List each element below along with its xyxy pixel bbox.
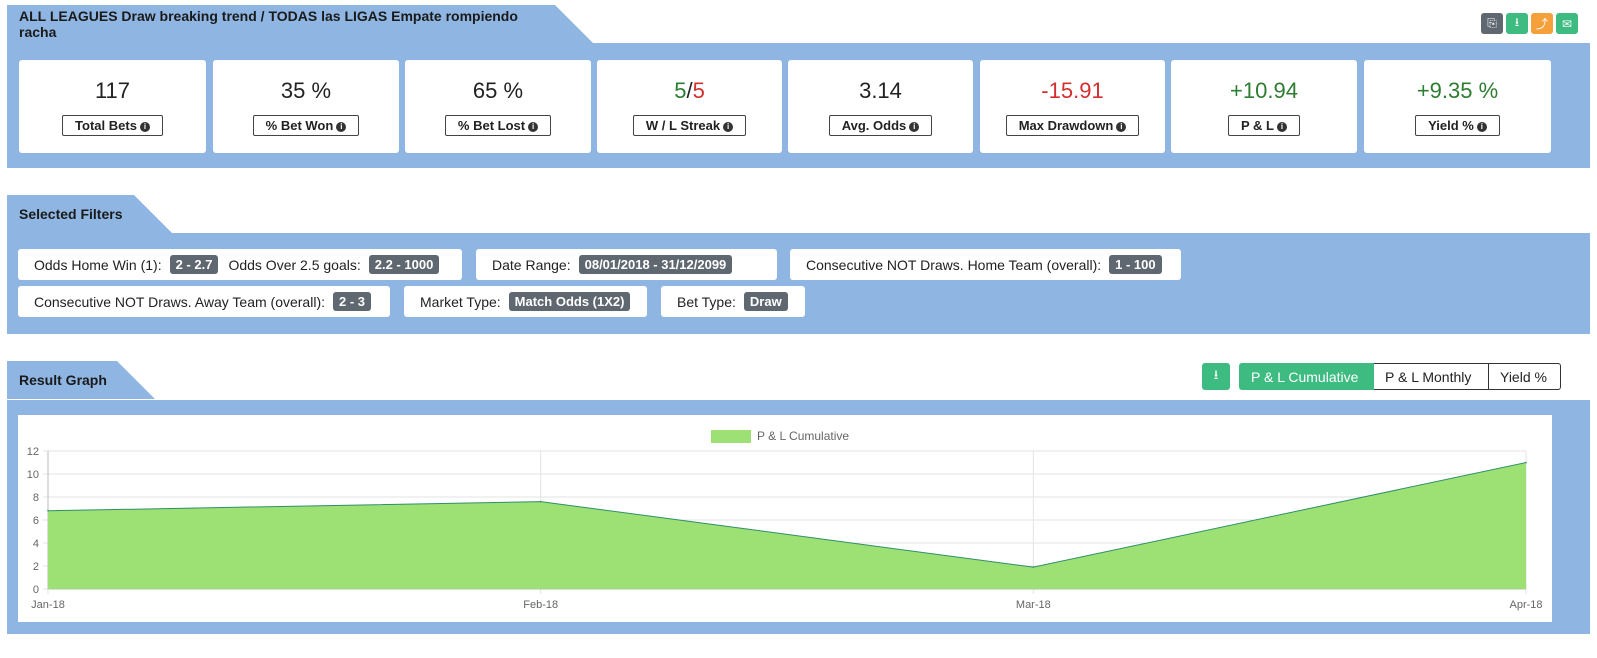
- stat-bet-lost: 65 % % Bet Lost i: [405, 60, 591, 153]
- page-title: ALL LEAGUES Draw breaking trend / TODAS …: [19, 8, 518, 40]
- graph-mode-toggle: P & L Cumulative P & L Monthly Yield %: [1239, 363, 1561, 390]
- stat-value: 65 %: [472, 78, 524, 103]
- filter-label: Consecutive NOT Draws. Away Team (overal…: [34, 293, 325, 310]
- filter-value: 08/01/2018 - 31/12/2099: [578, 255, 733, 274]
- stat-value: 3.14: [859, 78, 902, 103]
- filter-label: Odds Home Win (1):: [34, 256, 162, 273]
- data-point: [1032, 566, 1035, 568]
- copy-icon[interactable]: ⎘: [1481, 13, 1503, 34]
- x-tick-label: Apr-18: [1509, 599, 1542, 611]
- pnl-chart: 0 2 4 6 8 10 12 Jan-18 Feb-18 Mar-18 Apr-18 P & L C…: [27, 429, 1543, 611]
- filter-value: 1 - 100: [1109, 255, 1162, 274]
- filter-label: Bet Type:: [677, 293, 736, 310]
- filters-panel: Odds Home Win (1): 2 - 2.7 Odds Over 2.5…: [7, 233, 1590, 334]
- stat-label: Avg. Odds i: [828, 115, 933, 136]
- x-tick-label: Feb-18: [523, 599, 558, 611]
- stat-label: W / L Streak i: [632, 115, 747, 136]
- streak-loss: 5: [692, 78, 705, 103]
- info-icon[interactable]: i: [1476, 121, 1487, 132]
- stat-avg-odds: 3.14 Avg. Odds i: [788, 60, 973, 153]
- data-point: [47, 510, 49, 512]
- info-icon[interactable]: i: [139, 121, 150, 132]
- graph-download-button[interactable]: ⭳: [1202, 363, 1230, 390]
- filter-bet-type: Bet Type: Draw: [661, 286, 805, 317]
- stat-bet-won: 35 % % Bet Won i: [213, 60, 399, 153]
- filter-home-team: Consecutive NOT Draws. Home Team (overal…: [790, 249, 1181, 280]
- tab-yield[interactable]: Yield %: [1489, 363, 1561, 390]
- stat-value: 117: [94, 78, 131, 103]
- data-point: [1525, 461, 1527, 464]
- tab-pnl-monthly[interactable]: P & L Monthly: [1374, 363, 1489, 390]
- stat-total-bets: 117 Total Bets i: [19, 60, 206, 153]
- info-icon[interactable]: i: [336, 121, 347, 132]
- stat-label: Max Drawdown i: [1005, 115, 1140, 136]
- filter-value: 2 - 2.7: [169, 255, 219, 274]
- stat-value: +9.35 %: [1416, 78, 1499, 103]
- stat-max-drawdown: -15.91 Max Drawdown i: [980, 60, 1165, 153]
- y-tick-label: 12: [27, 446, 39, 458]
- y-tick-label: 2: [33, 561, 39, 573]
- stat-yield: +9.35 % Yield % i: [1364, 60, 1551, 153]
- y-tick-label: 0: [33, 584, 39, 596]
- info-icon[interactable]: i: [909, 121, 920, 132]
- series-area: [48, 462, 1526, 589]
- x-tick-label: Jan-18: [31, 599, 65, 611]
- share-icon[interactable]: ⤴: [1531, 13, 1553, 34]
- streak-win: 5: [674, 78, 687, 103]
- download-icon: ⭳: [1213, 366, 1219, 382]
- stat-value: +10.94: [1230, 78, 1298, 103]
- y-tick-label: 8: [33, 492, 39, 504]
- graph-title: Result Graph: [19, 372, 107, 388]
- filter-value: Draw: [743, 292, 788, 311]
- stat-value: -15.91: [1041, 78, 1104, 103]
- filter-label: Market Type:: [420, 293, 501, 310]
- x-tick-label: Mar-18: [1016, 599, 1051, 611]
- filters-tab: Selected Filters: [7, 195, 172, 233]
- filter-label: Consecutive NOT Draws. Home Team (overal…: [806, 256, 1102, 273]
- filter-value: Match Odds (1X2): [508, 292, 631, 311]
- filter-value: 2 - 3: [333, 292, 372, 311]
- header-rule: [7, 43, 1590, 45]
- legend-swatch: [711, 430, 751, 443]
- chart-area: 0 2 4 6 8 10 12 Jan-18 Feb-18 Mar-18 Apr-18 P & L C…: [18, 415, 1552, 622]
- tab-pnl-cumulative[interactable]: P & L Cumulative: [1239, 363, 1374, 390]
- filter-date-range: Date Range: 08/01/2018 - 31/12/2099: [476, 249, 777, 280]
- stat-label: Total Bets i: [62, 115, 163, 136]
- info-icon[interactable]: i: [1277, 121, 1287, 132]
- filter-away-team: Consecutive NOT Draws. Away Team (overal…: [18, 286, 390, 317]
- email-icon[interactable]: ✉: [1556, 13, 1578, 34]
- stat-value: 5/5: [597, 78, 782, 106]
- download-icon[interactable]: ⭳: [1506, 13, 1528, 34]
- y-tick-label: 4: [33, 538, 39, 550]
- graph-tab: Result Graph: [7, 361, 155, 399]
- header-actions: ⎘ ⭳ ⤴ ✉: [1481, 13, 1578, 34]
- stat-label: Yield % i: [1415, 115, 1500, 136]
- page-title-tab: ALL LEAGUES Draw breaking trend / TODAS …: [7, 5, 593, 43]
- data-point: [539, 500, 542, 503]
- series-line: [47, 462, 1527, 568]
- filter-value: 2.2 - 1000: [368, 255, 440, 274]
- streak-sep: /: [686, 78, 693, 103]
- stats-panel: 117 Total Bets i 35 % % Bet Won i 65 % % B…: [7, 45, 1590, 168]
- filter-odds: Odds Home Win (1): 2 - 2.7 Odds Over 2.5…: [18, 249, 462, 280]
- y-tick-label: 10: [27, 469, 39, 481]
- filter-label: Date Range:: [492, 256, 571, 273]
- filters-title: Selected Filters: [19, 206, 123, 222]
- stat-value: 35 %: [280, 78, 332, 103]
- stat-label: % Bet Won i: [252, 115, 360, 136]
- y-tick-label: 6: [33, 515, 39, 527]
- filter-label: Odds Over 2.5 goals:: [228, 256, 361, 273]
- legend-label: P & L Cumulative: [757, 429, 849, 443]
- stat-wl-streak: 5/5 W / L Streak i: [597, 60, 782, 153]
- stat-label: % Bet Lost i: [444, 115, 552, 136]
- filter-market-type: Market Type: Match Odds (1X2): [404, 286, 647, 317]
- info-icon[interactable]: i: [1116, 121, 1127, 132]
- info-icon[interactable]: i: [528, 121, 539, 132]
- info-icon[interactable]: i: [723, 121, 734, 132]
